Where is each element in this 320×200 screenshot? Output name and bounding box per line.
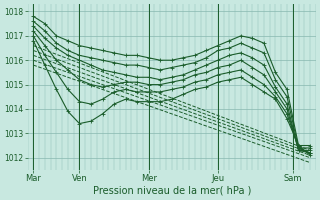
X-axis label: Pression niveau de la mer( hPa ): Pression niveau de la mer( hPa ) [92,186,251,196]
